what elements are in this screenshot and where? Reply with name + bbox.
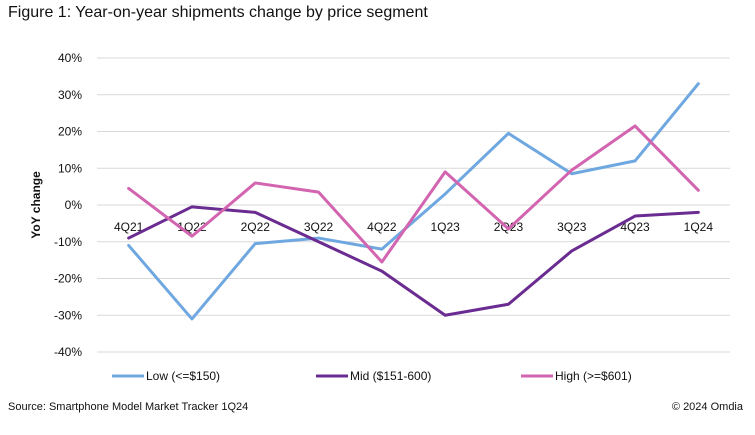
y-tick-label: -20% (54, 272, 82, 286)
x-tick-label: 3Q23 (557, 220, 587, 234)
y-tick-label: 0% (65, 198, 83, 212)
y-tick-label: 40% (58, 51, 82, 65)
y-tick-label: -40% (54, 345, 82, 359)
x-tick-label: 1Q24 (684, 220, 714, 234)
gridlines (97, 57, 730, 353)
y-axis-ticks: 40% 30% 20% 10% 0% -10% -20% -30% -40% (54, 51, 82, 359)
x-tick-label: 4Q23 (620, 220, 650, 234)
legend: Low (<=$150) Mid ($151-600) High (>=$601) (112, 369, 632, 383)
series-lines (127, 82, 700, 321)
y-tick-label: -10% (54, 235, 82, 249)
y-axis-label: YoY change (29, 171, 43, 239)
legend-label: High (>=$601) (555, 369, 632, 383)
figure-title: Figure 1: Year-on-year shipments change … (8, 4, 428, 21)
copyright-note: © 2024 Omdia (671, 401, 743, 413)
source-note: Source: Smartphone Model Market Tracker … (8, 401, 249, 413)
series-line-1 (127, 82, 700, 321)
legend-label: Low (<=$150) (146, 369, 220, 383)
y-tick-label: 20% (58, 125, 82, 139)
y-tick-label: 30% (58, 88, 82, 102)
legend-label: Mid ($151-600) (350, 369, 431, 383)
x-tick-label: 2Q22 (241, 220, 271, 234)
y-tick-label: 10% (58, 161, 82, 175)
x-tick-label: 4Q22 (367, 220, 397, 234)
x-tick-label: 3Q22 (304, 220, 334, 234)
series-line-3 (127, 124, 700, 264)
y-tick-label: -30% (54, 308, 82, 322)
x-tick-label: 1Q23 (430, 220, 460, 234)
x-tick-label: 4Q21 (114, 220, 144, 234)
